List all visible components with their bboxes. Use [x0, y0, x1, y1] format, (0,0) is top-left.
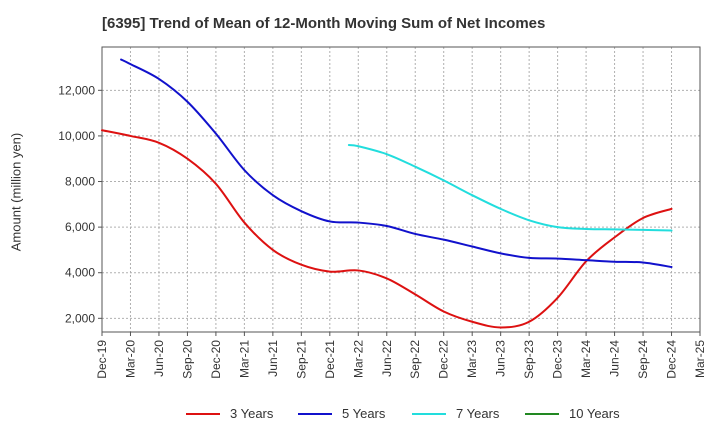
legend-swatch-5-years — [298, 412, 332, 415]
legend-swatch-10-years — [525, 412, 559, 415]
x-tick-label: Sep-21 — [294, 340, 308, 379]
y-tick-label: 8,000 — [65, 175, 95, 189]
series-line-5-years — [120, 58, 673, 269]
x-tick-label: Jun-21 — [266, 340, 280, 377]
x-tick-label: Mar-21 — [237, 340, 251, 378]
x-tick-label: Sep-24 — [636, 340, 650, 379]
x-tick-label: Dec-20 — [209, 340, 223, 379]
x-tick-label: Jun-20 — [152, 340, 166, 377]
x-tick-label: Sep-20 — [180, 340, 194, 379]
x-tick-label: Mar-24 — [579, 340, 593, 378]
y-tick-label: 10,000 — [58, 129, 95, 143]
y-tick-label: 4,000 — [65, 266, 95, 280]
x-tick-label: Dec-21 — [323, 340, 337, 379]
plot-frame — [101, 46, 701, 333]
x-tick-label: Mar-25 — [693, 340, 707, 378]
y-tick-label: 12,000 — [58, 83, 95, 97]
x-tick-label: Jun-22 — [380, 340, 394, 377]
x-tick-label: Sep-22 — [408, 340, 422, 379]
series-line-3-years — [101, 129, 673, 329]
legend-item-7-years: 7 Years — [412, 406, 499, 421]
x-tick-label: Dec-24 — [665, 340, 679, 379]
x-tick-label: Mar-20 — [123, 340, 137, 378]
legend-item-10-years: 10 Years — [525, 406, 620, 421]
y-tick-label: 2,000 — [65, 311, 95, 325]
legend-label-7-years: 7 Years — [456, 406, 500, 421]
x-tick-label: Jun-24 — [608, 340, 622, 377]
x-tick-label: Jun-23 — [494, 340, 508, 377]
x-tick-label: Dec-22 — [437, 340, 451, 379]
y-tick-label: 6,000 — [65, 220, 95, 234]
x-tick-label: Sep-23 — [522, 340, 536, 379]
legend-swatch-3-years — [186, 412, 220, 415]
legend-label-5-years: 5 Years — [342, 406, 386, 421]
legend-swatch-7-years — [412, 412, 446, 415]
series-line-7-years — [347, 144, 673, 232]
legend-item-5-years: 5 Years — [298, 406, 385, 421]
chart-title: [6395] Trend of Mean of 12-Month Moving … — [102, 15, 546, 32]
legend: 3 Years 5 Years 7 Years 10 Years — [0, 406, 720, 426]
legend-label-3-years: 3 Years — [230, 406, 274, 421]
x-tick-label: Dec-19 — [95, 340, 109, 379]
plot-area — [102, 47, 700, 332]
x-tick-label: Mar-22 — [351, 340, 365, 378]
legend-label-10-years: 10 Years — [569, 406, 620, 421]
x-tick-label: Mar-23 — [465, 340, 479, 378]
legend-item-3-years: 3 Years — [186, 406, 273, 421]
x-tick-label: Dec-23 — [551, 340, 565, 379]
